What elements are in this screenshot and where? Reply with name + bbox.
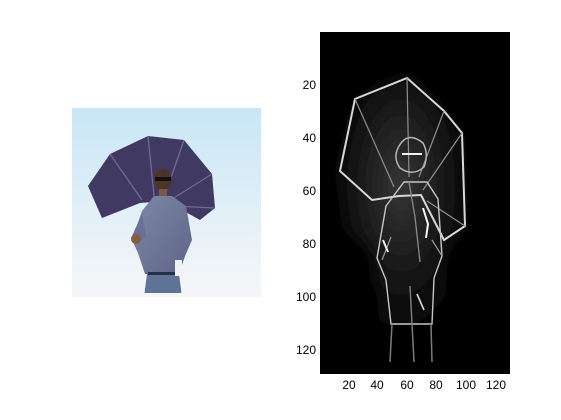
right-edge-map-axes xyxy=(320,32,510,374)
y-tick-label: 120 xyxy=(295,343,316,357)
x-tick-label: 40 xyxy=(370,378,384,392)
x-tick-label: 100 xyxy=(455,378,477,392)
y-tick-label: 20 xyxy=(302,78,316,92)
x-tick-label: 20 xyxy=(342,378,356,392)
x-tick-label: 80 xyxy=(429,378,443,392)
x-tick-label: 60 xyxy=(400,378,414,392)
y-tick-label: 40 xyxy=(302,131,316,145)
y-tick-label: 60 xyxy=(302,184,316,198)
x-tick-label: 120 xyxy=(485,378,507,392)
y-tick-label: 100 xyxy=(295,290,316,304)
man-umbrella-photo xyxy=(72,108,261,297)
y-tick-label: 80 xyxy=(302,237,316,251)
left-photo-panel xyxy=(72,108,261,297)
edge-map-image xyxy=(320,32,510,374)
